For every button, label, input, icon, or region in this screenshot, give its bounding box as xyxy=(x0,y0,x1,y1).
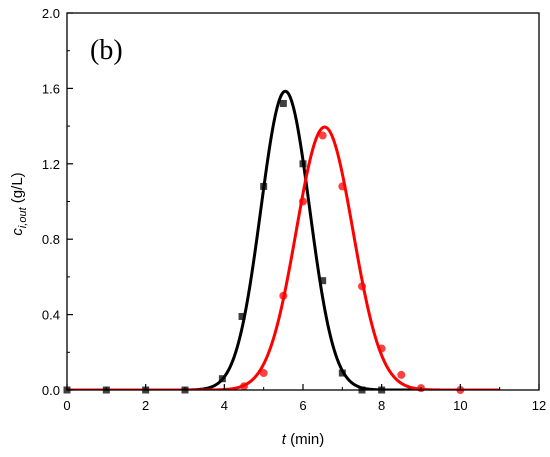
x-axis-unit: (min) xyxy=(286,431,324,448)
x-tick-label-2: 4 xyxy=(221,398,228,413)
y-tick-label-3: 1.2 xyxy=(42,157,60,172)
data-point-series-1-8 xyxy=(279,99,287,107)
y-axis-title: ci,out (g/L) xyxy=(9,172,29,235)
data-point-series-2-5 xyxy=(318,131,327,140)
x-tick-label-5: 10 xyxy=(453,398,467,413)
data-point-series-2-7 xyxy=(358,282,366,291)
data-point-series-2-3 xyxy=(279,291,288,300)
data-point-series-1-6 xyxy=(238,312,246,320)
data-point-series-1-7 xyxy=(260,182,268,190)
y-axis-subscript: i,out xyxy=(17,206,29,228)
data-point-series-1-5 xyxy=(218,375,226,383)
y-tick-label-0: 0.0 xyxy=(42,383,60,398)
panel-label: (b) xyxy=(90,35,123,66)
tick-labels: 0 2 4 6 8 10 12 0.0 0.4 0.8 1.2 1.6 2.0 xyxy=(42,6,546,413)
data-point-series-2-4 xyxy=(299,197,307,206)
data-point-series-2-8 xyxy=(377,344,386,353)
y-tick-label-5: 2.0 xyxy=(42,6,60,21)
data-point-series-2-9 xyxy=(397,370,406,379)
y-axis-symbol: c xyxy=(9,228,26,236)
x-tick-label-1: 2 xyxy=(142,398,149,413)
x-axis-title: t (min) xyxy=(282,431,325,448)
data-point-series-1-10 xyxy=(319,277,327,285)
x-tick-label-0: 0 xyxy=(63,398,70,413)
data-point-series-2-2 xyxy=(259,369,268,378)
y-tick-label-2: 0.8 xyxy=(42,232,60,247)
data-point-series-2-6 xyxy=(338,182,347,191)
x-tick-label-6: 12 xyxy=(532,398,546,413)
data-point-series-1-9 xyxy=(299,160,307,168)
axes xyxy=(66,12,540,391)
y-tick-label-4: 1.6 xyxy=(42,81,60,96)
data-point-series-1-11 xyxy=(338,369,346,377)
x-axis-symbol: t xyxy=(282,431,287,448)
data-point-series-2-1 xyxy=(240,382,248,391)
x-tick-label-3: 6 xyxy=(299,398,306,413)
x-tick-label-4: 8 xyxy=(378,398,385,413)
y-axis-unit: (g/L) xyxy=(9,172,26,207)
y-tick-label-1: 0.4 xyxy=(42,308,60,323)
